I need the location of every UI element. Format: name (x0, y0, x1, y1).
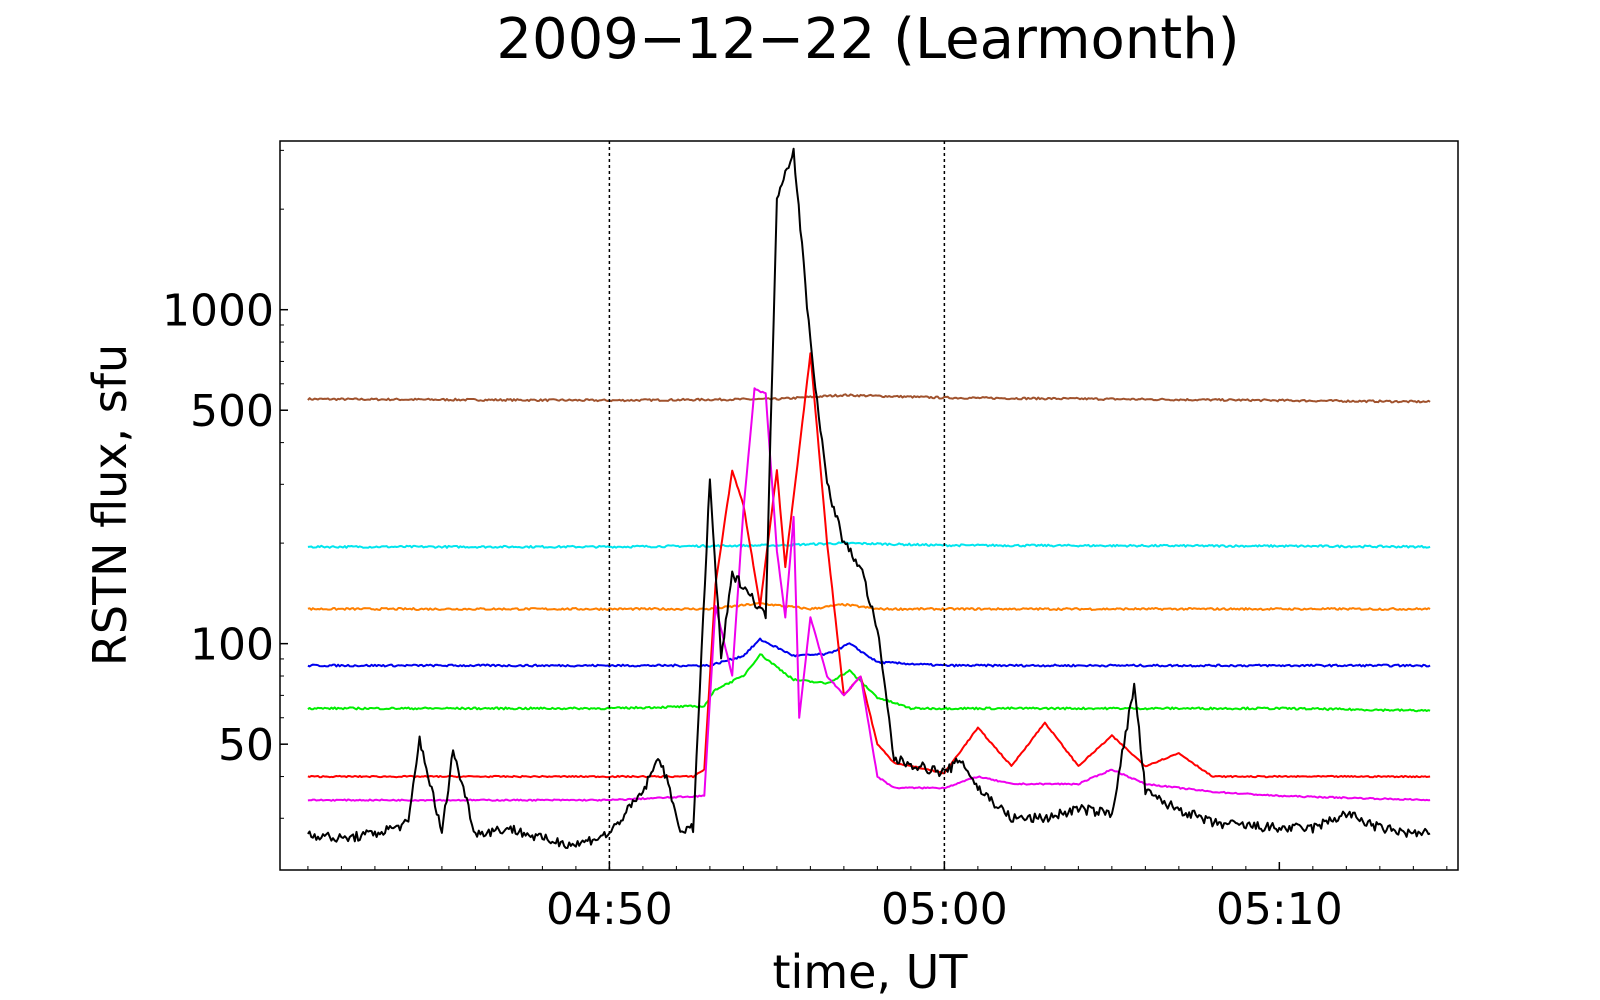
x-axis-title: time, UT (773, 945, 969, 999)
series-line-6 (307, 387, 1431, 802)
chart-title: 2009−12−22 (Learmonth) (496, 7, 1239, 72)
y-tick-label-2: 500 (190, 386, 274, 437)
x-tick-label-0: 04:50 (546, 884, 673, 935)
series-line-2 (307, 601, 1431, 611)
series-line-5 (307, 352, 1431, 779)
series-line-4 (307, 653, 1431, 713)
series-line-1 (307, 541, 1431, 549)
y-tick-label-1: 100 (190, 620, 274, 671)
plot-frame (279, 140, 1459, 871)
series-layer (307, 147, 1431, 849)
y-tick-label-0: 50 (218, 720, 274, 771)
y-axis-title: RSTN flux, sfu (83, 344, 137, 666)
y-tick-label-3: 1000 (162, 286, 274, 337)
x-tick-label-1: 05:00 (881, 884, 1008, 935)
series-line-3 (307, 637, 1431, 668)
axes-layer: 04:50 05:00 05:10 50 100 500 1000 (162, 141, 1448, 935)
series-line-0 (307, 393, 1431, 404)
x-tick-label-2: 05:10 (1216, 884, 1343, 935)
series-line-7 (307, 147, 1431, 849)
